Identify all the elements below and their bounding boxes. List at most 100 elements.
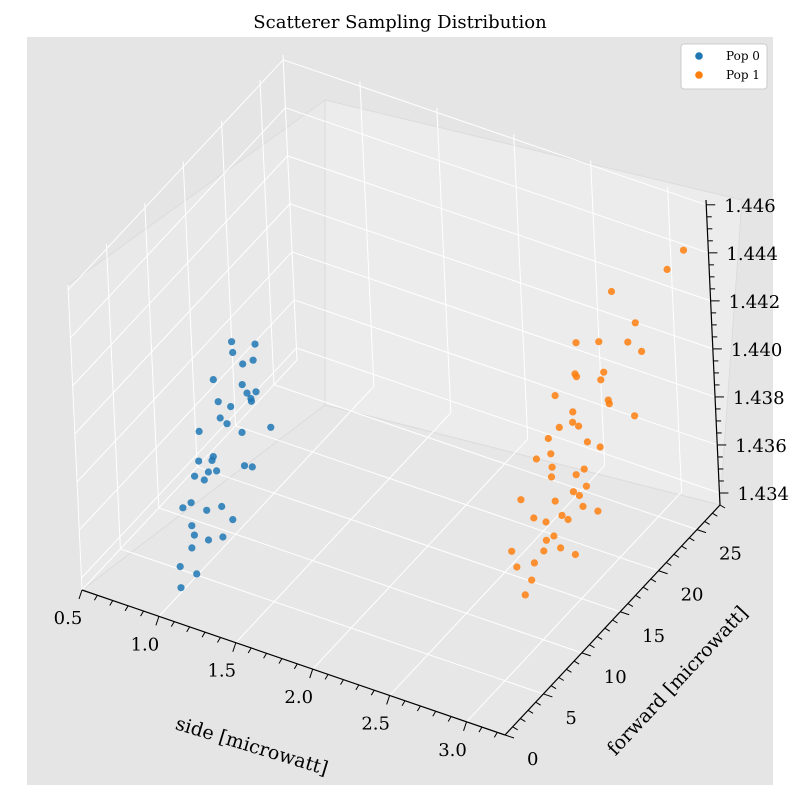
data-point [582,482,591,490]
data-point [595,338,603,346]
x-minor-tick [278,658,283,664]
data-point [555,423,563,431]
data-point [594,507,602,515]
grid-line [466,491,682,723]
data-point [564,515,572,524]
x-tick [386,695,391,705]
data-point [663,265,671,273]
data-point [247,394,255,403]
legend-label-pop0: Pop 0 [726,49,760,63]
data-point [267,423,275,431]
chart-title: Scatterer Sampling Distribution [253,12,547,33]
data-point [190,531,198,539]
data-point [223,420,231,428]
grid-line [235,425,659,572]
grid-line [67,284,83,591]
y-minor-tick [558,677,565,681]
data-point [209,376,217,384]
data-point [252,388,260,396]
data-point [631,412,639,420]
grid-line [285,107,709,254]
grid-line [282,54,298,361]
data-point [508,547,516,555]
x-minor-tick [324,674,329,680]
grid-lines [67,54,720,736]
data-point [542,536,551,544]
data-point [228,338,236,346]
y-minor-tick [520,718,526,723]
z-tick-label: 1.438 [733,388,785,409]
data-point [631,319,639,327]
data-point [204,536,213,544]
data-point [569,488,578,496]
y-tick-label: 5 [565,708,576,729]
data-point [557,544,565,552]
data-point [575,491,584,500]
grid-line [436,107,452,413]
y-minor-tick [712,512,718,517]
grid-line [221,120,237,426]
y-minor-tick [689,537,695,542]
z-axis-line [705,199,721,506]
data-point [191,472,199,480]
x-minor-tick [186,626,191,633]
x-minor-tick [293,663,298,670]
data-point [532,455,541,463]
y-minor-tick [527,709,534,714]
y-tick [696,529,707,534]
x-minor-tick [247,647,252,654]
y-minor-tick [512,726,518,731]
data-point [540,547,548,555]
y-minor-tick [566,668,572,673]
y-minor-tick [596,635,603,640]
z-tick-label: 1.446 [724,196,776,217]
data-point [600,368,608,376]
grid-line [359,81,375,387]
x-minor-tick [109,600,114,606]
data-point [227,403,235,411]
x-tick-label: 0.5 [54,608,83,629]
y-tick [620,611,630,616]
y-minor-tick [642,586,649,591]
data-point [216,414,224,422]
data-point [569,408,577,416]
data-point [572,471,580,479]
y-minor-tick [635,594,641,599]
data-point [569,418,577,426]
data-point [229,516,237,524]
legend: Pop 0 Pop 1 [680,43,768,90]
grid-line [259,79,275,385]
data-point [187,499,195,507]
data-point [238,381,246,389]
grid-line [291,251,716,398]
y-minor-tick [704,520,710,525]
grid-line [273,384,698,531]
grid-line [590,160,606,466]
x-minor-tick [263,653,268,659]
grid-line [294,299,718,446]
data-point [547,450,555,458]
y-minor-tick [627,603,634,608]
y-minor-tick [719,504,726,509]
data-point [188,522,196,530]
axes: 0.5 1.0 1.5 2.0 2.5 3.0 0 5 10 15 20 25 1.434 1.436 1.… [54,196,789,770]
data-point [176,563,184,571]
data-point [179,504,187,512]
grid-line [158,507,582,654]
data-point [203,506,211,514]
data-point [513,563,521,571]
x-axis-line [81,589,506,736]
series-1 [508,246,688,599]
x-minor-tick [478,726,483,733]
y-minor-tick [604,627,611,632]
x-minor-tick [140,610,144,617]
grid-line [81,347,297,579]
x-tick-label: 2.0 [284,687,313,708]
data-point [249,356,257,364]
data-point [229,348,237,357]
grid-line [70,107,286,339]
grid-line [312,438,529,670]
grid-line [283,59,707,206]
grid-line [513,134,529,440]
grid-line [667,186,683,492]
